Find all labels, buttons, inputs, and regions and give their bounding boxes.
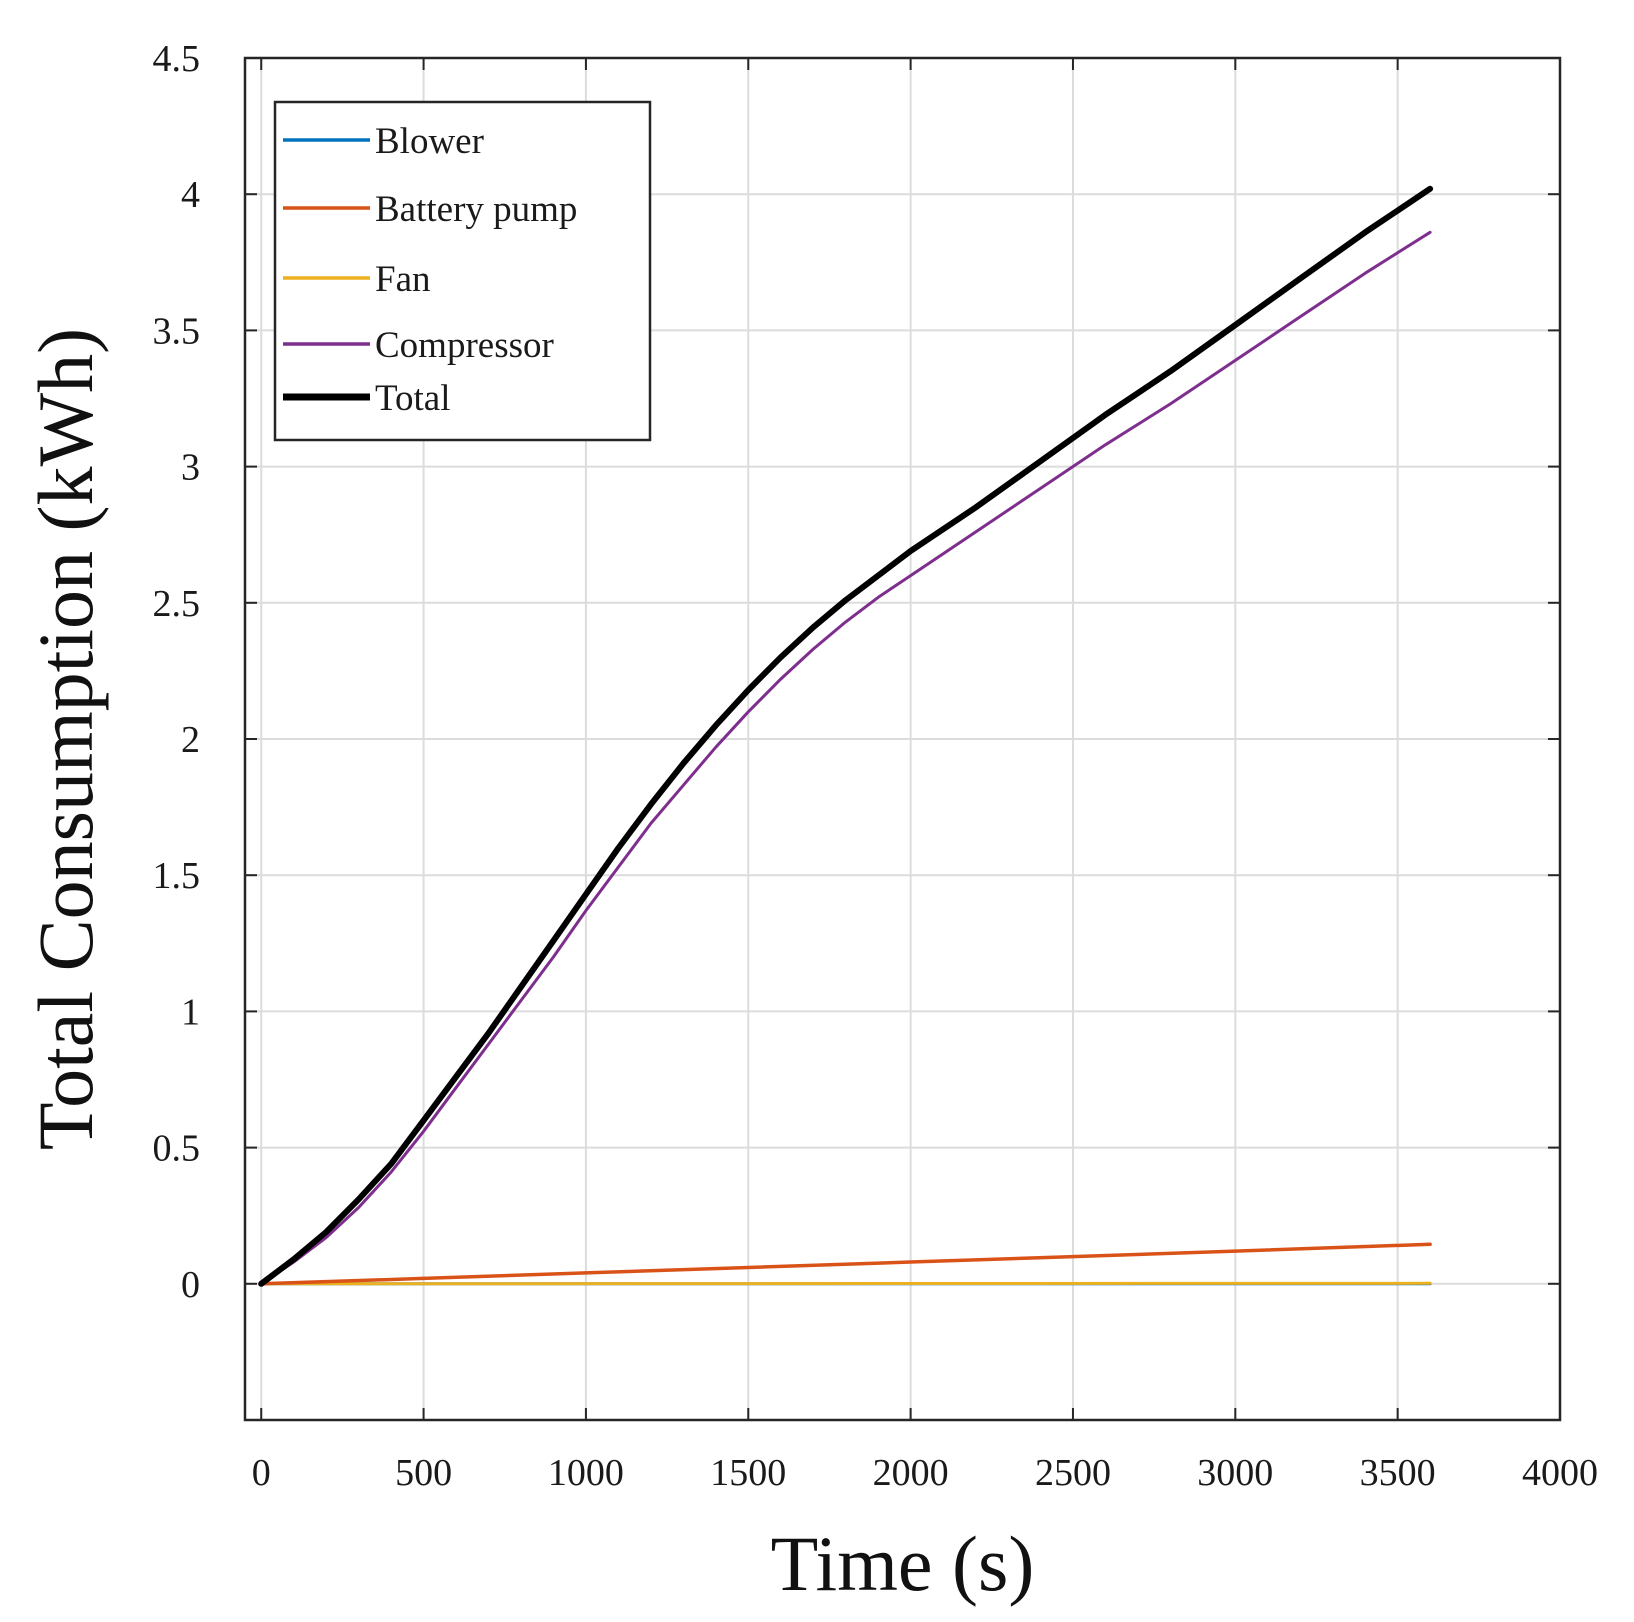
- series-line-total: [258, 185, 1434, 1287]
- y-tick-label: 4: [181, 174, 200, 216]
- legend-label: Blower: [375, 121, 484, 162]
- legend-item: Total: [283, 378, 451, 419]
- x-tick-label: 3000: [1197, 1452, 1273, 1494]
- legend-label: Fan: [375, 259, 431, 300]
- legend-label: Total: [375, 378, 451, 419]
- series-lines: [258, 185, 1434, 1287]
- series-line-compressor: [259, 230, 1432, 1286]
- y-tick-label: 2.5: [153, 583, 201, 625]
- y-tick-label: 1.5: [153, 855, 201, 897]
- x-tick-label: 1000: [548, 1452, 624, 1494]
- legend-item: Blower: [283, 121, 484, 162]
- legend-item: Compressor: [283, 325, 554, 366]
- legend-item: Fan: [283, 259, 431, 300]
- y-tick-labels: 0 0.5 1 1.5 2 2.5 3 3.5 4 4.5: [153, 38, 201, 1306]
- y-tick-label: 2: [181, 719, 200, 761]
- y-tick-label: 1: [181, 991, 200, 1033]
- y-tick-label: 3.5: [153, 310, 201, 352]
- y-tick-label: 0.5: [153, 1128, 201, 1170]
- y-tick-label: 3: [181, 447, 200, 489]
- x-tick-label: 1500: [710, 1452, 786, 1494]
- y-axis-title: Total Consumption (kWh): [22, 328, 109, 1150]
- x-tick-label: 2000: [873, 1452, 949, 1494]
- x-axis-title: Time (s): [771, 1520, 1035, 1607]
- x-tick-label: 4000: [1522, 1452, 1598, 1494]
- legend-box: [273, 100, 652, 442]
- legend: Blower Battery pump Fan Compressor Total: [273, 100, 652, 442]
- x-tick-label: 2500: [1035, 1452, 1111, 1494]
- x-tick-label: 3500: [1360, 1452, 1436, 1494]
- x-tick-labels: 0 500 1000 1500 2000 2500 3000 3500 4000: [252, 1452, 1598, 1494]
- legend-item: Battery pump: [283, 189, 577, 230]
- legend-label: Compressor: [375, 325, 554, 366]
- series-line-fan: [259, 1281, 1432, 1286]
- y-tick-label: 4.5: [153, 38, 201, 80]
- tick-marks: [245, 57, 1561, 1420]
- x-tick-label: 0: [252, 1452, 271, 1494]
- series-line-battery-pump: [259, 1242, 1432, 1286]
- x-tick-label: 500: [395, 1452, 452, 1494]
- y-tick-label: 0: [181, 1264, 200, 1306]
- legend-label: Battery pump: [375, 189, 577, 230]
